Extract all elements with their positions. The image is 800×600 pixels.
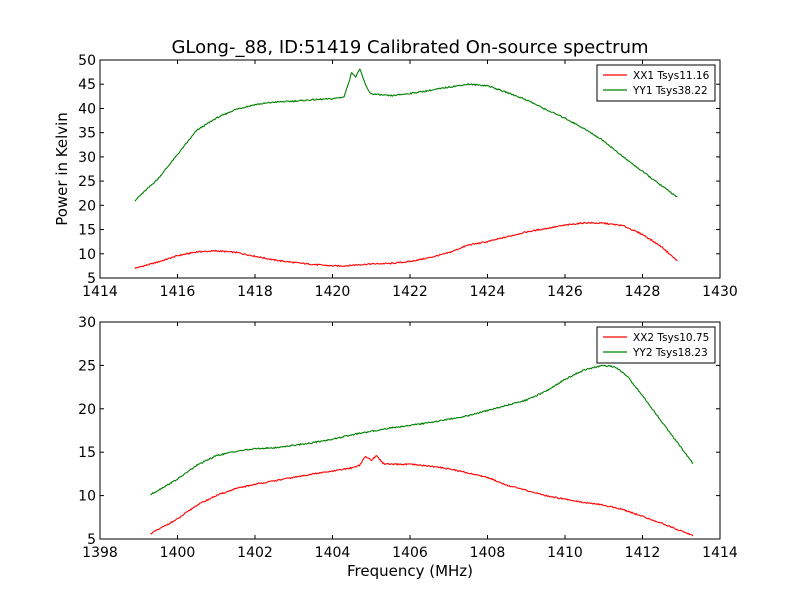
- top-x-tick-label: 1422: [392, 284, 428, 300]
- top-y-tick-label: 20: [78, 198, 96, 214]
- top-x-tick-label: 1428: [625, 284, 661, 300]
- bottom-y-tick-label: 25: [78, 358, 96, 374]
- top-legend-label-1: XX1 Tsys11.16: [633, 70, 710, 82]
- top-x-tick-label: 1430: [702, 284, 738, 300]
- bottom-x-tick-label: 1408: [470, 545, 506, 561]
- top-y-tick-label: 15: [78, 223, 96, 239]
- top-x-tick-label: 1424: [470, 284, 506, 300]
- top-x-tick-label: 1418: [237, 284, 273, 300]
- bottom-x-tick-label: 1410: [547, 545, 583, 561]
- top-y-tick-label: 10: [78, 247, 96, 263]
- top-x-tick-label: 1426: [547, 284, 583, 300]
- bottom-x-axis-label: Frequency (MHz): [347, 562, 473, 580]
- top-legend-label-2: YY1 Tsys38.22: [632, 85, 708, 97]
- bottom-legend: [596, 326, 716, 364]
- top-spectrum-chart: 1414 1416 1418 1420 1422 1424 1426 1428 1430 5 10 1…: [53, 53, 738, 300]
- top-series-line-1: [134, 221, 678, 270]
- top-legend: [596, 64, 716, 102]
- bottom-x-tick-label: 1404: [315, 545, 351, 561]
- bottom-x-tick-label: 1406: [392, 545, 428, 561]
- bottom-x-tick-label: 1398: [82, 545, 118, 561]
- bottom-series-line-1: [150, 455, 694, 537]
- bottom-y-tick-label: 5: [87, 532, 96, 548]
- top-y-tick-label: 35: [78, 126, 96, 142]
- bottom-y-tick-label: 30: [78, 315, 96, 331]
- top-y-tick-label: 25: [78, 174, 96, 190]
- top-y-tick-label: 5: [87, 271, 96, 287]
- bottom-series-line-2: [150, 364, 694, 496]
- bottom-y-tick-label: 15: [78, 445, 96, 461]
- top-x-tick-label: 1414: [82, 284, 118, 300]
- bottom-x-tick-label: 1402: [237, 545, 273, 561]
- top-y-tick-label: 45: [78, 77, 96, 93]
- bottom-y-tick-label: 10: [78, 489, 96, 505]
- top-y-tick-label: 30: [78, 150, 96, 166]
- bottom-y-tick-label: 20: [78, 402, 96, 418]
- bottom-legend-label-1: XX2 Tsys10.75: [633, 332, 709, 344]
- top-y-axis-label: Power in Kelvin: [53, 112, 71, 226]
- top-x-tick-label: 1420: [315, 284, 351, 300]
- top-x-tick-label: 1416: [160, 284, 196, 300]
- bottom-x-tick-label: 1414: [702, 545, 738, 561]
- chart-title: GLong-_88, ID:51419 Calibrated On-source…: [171, 37, 648, 58]
- top-y-tick-label: 50: [78, 53, 96, 69]
- bottom-x-tick-label: 1400: [160, 545, 196, 561]
- bottom-x-tick-label: 1412: [625, 545, 661, 561]
- bottom-legend-label-2: YY2 Tsys18.23: [632, 347, 708, 359]
- top-y-tick-label: 40: [78, 101, 96, 117]
- top-series-line-2: [134, 68, 678, 202]
- bottom-spectrum-chart: 1398 1400 1402 1404 1406 1408 1410 1412 1414 5 10 1…: [78, 315, 738, 580]
